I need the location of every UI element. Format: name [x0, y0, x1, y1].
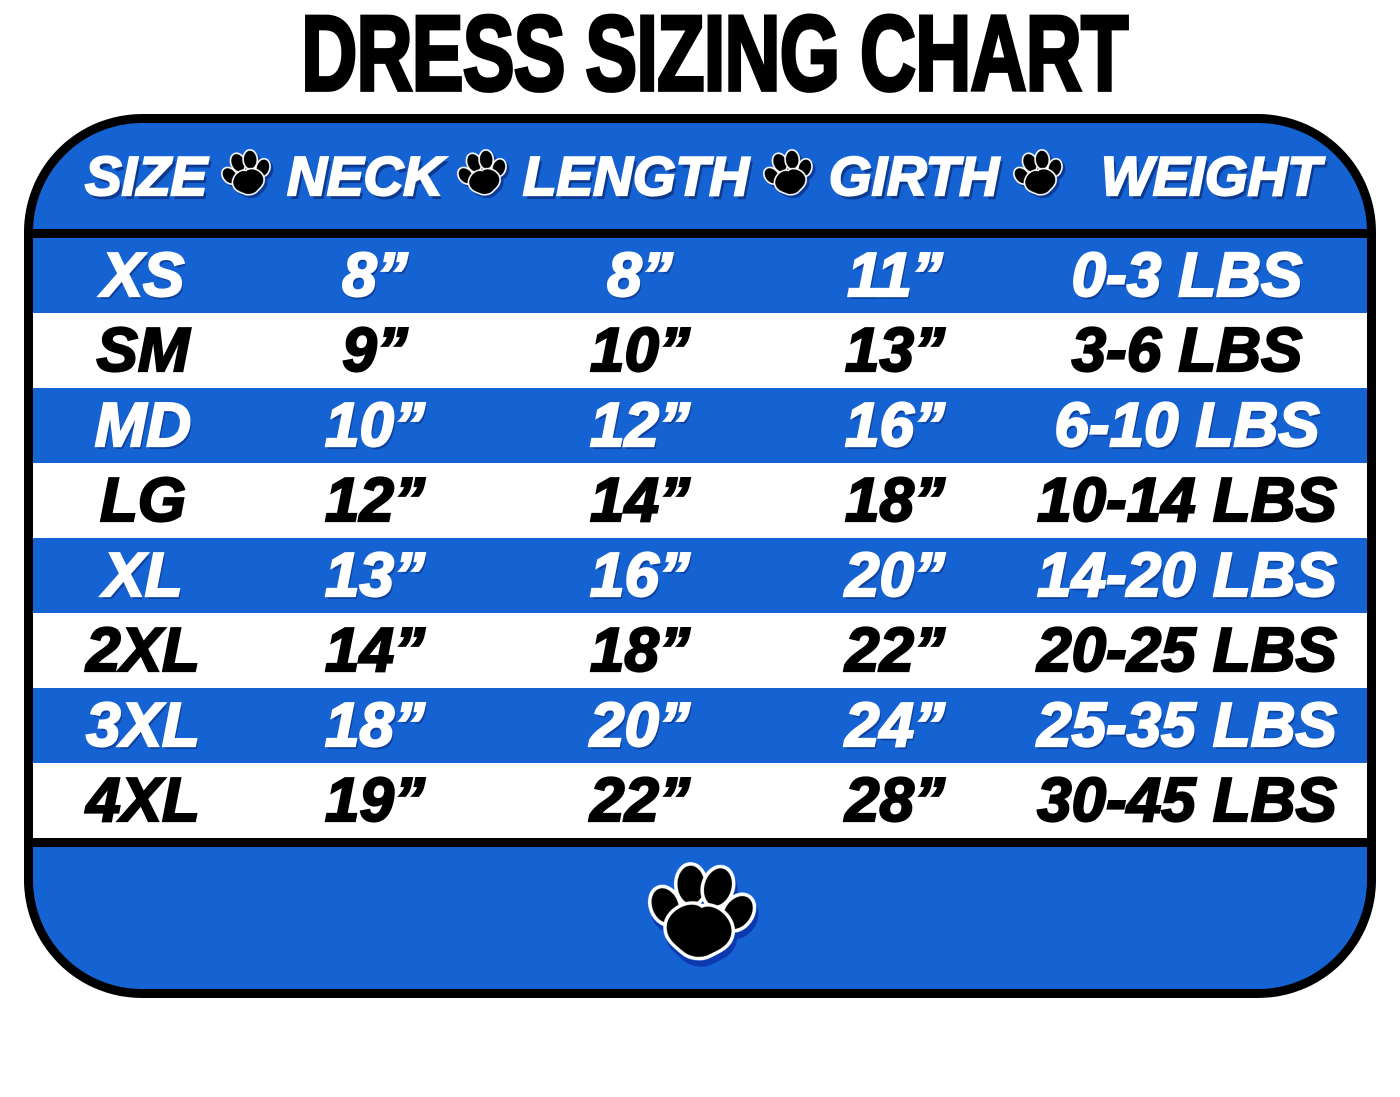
- header-weight: WEIGHT: [1100, 144, 1322, 208]
- cell-neck: 13”: [324, 540, 426, 611]
- cell-girth: 22”: [844, 615, 946, 686]
- cell-size: SM: [95, 315, 190, 386]
- cell-size: 3XL: [85, 690, 201, 761]
- cell-size: 4XL: [85, 765, 201, 836]
- paw-icon: [633, 851, 767, 985]
- cell-length: 20”: [589, 690, 691, 761]
- cell-weight: 20-25 LBS: [1036, 615, 1338, 686]
- cell-weight: 10-14 LBS: [1036, 465, 1338, 536]
- cell-girth: 24”: [844, 690, 946, 761]
- header-length: LENGTH: [522, 144, 750, 208]
- cell-weight: 6-10 LBS: [1053, 390, 1321, 461]
- cell-length: 14”: [589, 465, 691, 536]
- cell-neck: 10”: [324, 390, 426, 461]
- cell-girth: 18”: [844, 465, 946, 536]
- cell-size: 2XL: [85, 615, 201, 686]
- paw-icon: [756, 143, 822, 209]
- cell-girth: 11”: [846, 240, 944, 311]
- header-size: SIZE: [84, 144, 208, 208]
- table-row-xl: XL 13” 16” 20” 14-20 LBS: [33, 538, 1367, 613]
- table-row-4xl: 4XL 19” 22” 28” 30-45 LBS: [33, 763, 1367, 838]
- cell-girth: 16”: [844, 390, 946, 461]
- cell-neck: 8”: [341, 240, 409, 311]
- cell-size: XL: [102, 540, 183, 611]
- cell-weight: 25-35 LBS: [1036, 690, 1338, 761]
- cell-neck: 14”: [324, 615, 426, 686]
- table-row-2xl: 2XL 14” 18” 22” 20-25 LBS: [33, 613, 1367, 688]
- cell-size: XS: [101, 240, 186, 311]
- header-divider: [33, 229, 1367, 238]
- paw-icon: [450, 143, 516, 209]
- header-girth: GIRTH: [828, 144, 1000, 208]
- table-row-xs: XS 8” 8” 11” 0-3 LBS: [33, 238, 1367, 313]
- cell-neck: 19”: [324, 765, 426, 836]
- cell-girth: 20”: [844, 540, 946, 611]
- cell-size: MD: [94, 390, 193, 461]
- cell-length: 22”: [589, 765, 691, 836]
- footer-divider: [33, 838, 1367, 847]
- cell-neck: 18”: [324, 690, 426, 761]
- sizing-chart-panel: SIZE NECK LENGTH GIRTH WEIGHT XS 8” 8” 1…: [24, 114, 1376, 998]
- page-title: DRESS SIZING CHART: [299, 0, 1129, 114]
- cell-length: 8”: [606, 240, 674, 311]
- cell-neck: 9”: [341, 315, 409, 386]
- cell-neck: 12”: [324, 465, 426, 536]
- cell-length: 10”: [589, 315, 691, 386]
- table-row-md: MD 10” 12” 16” 6-10 LBS: [33, 388, 1367, 463]
- cell-girth: 28”: [844, 765, 946, 836]
- cell-length: 16”: [589, 540, 691, 611]
- cell-length: 12”: [589, 390, 691, 461]
- cell-weight: 3-6 LBS: [1070, 315, 1303, 386]
- paw-icon: [1006, 143, 1072, 209]
- table-row-lg: LG 12” 14” 18” 10-14 LBS: [33, 463, 1367, 538]
- paw-icon: [214, 143, 280, 209]
- cell-weight: 14-20 LBS: [1036, 540, 1338, 611]
- footer-band: [33, 847, 1367, 989]
- cell-size: LG: [99, 465, 187, 536]
- table-row-sm: SM 9” 10” 13” 3-6 LBS: [33, 313, 1367, 388]
- header-neck: NECK: [286, 144, 444, 208]
- cell-weight: 30-45 LBS: [1036, 765, 1338, 836]
- cell-weight: 0-3 LBS: [1070, 240, 1303, 311]
- table-row-3xl: 3XL 18” 20” 24” 25-35 LBS: [33, 688, 1367, 763]
- cell-girth: 13”: [844, 315, 946, 386]
- table-header: SIZE NECK LENGTH GIRTH WEIGHT: [33, 123, 1367, 229]
- cell-length: 18”: [589, 615, 691, 686]
